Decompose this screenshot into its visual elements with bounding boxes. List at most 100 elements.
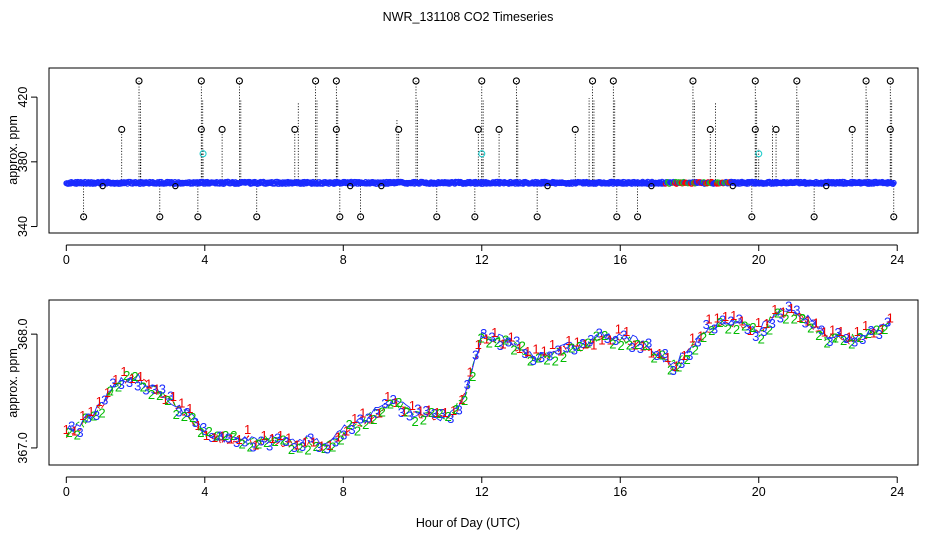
series-3-marker: 3	[184, 405, 191, 420]
series-2-marker: 2	[807, 321, 814, 336]
series-1-marker: 1	[705, 312, 712, 327]
series-1-marker: 1	[639, 339, 646, 354]
series-1-marker: 1	[450, 403, 457, 418]
series-2-marker: 2	[74, 428, 81, 443]
top-y-axis-label: approx. ppm	[6, 115, 20, 184]
series-1-marker: 1	[508, 330, 515, 345]
series-2-marker: 2	[609, 337, 616, 352]
series-1-marker: 1	[227, 432, 234, 447]
series-3-marker: 3	[859, 332, 866, 347]
series-1-marker: 1	[63, 422, 70, 437]
series-3-marker: 3	[208, 430, 215, 445]
series-3-marker: 3	[620, 328, 627, 343]
top-panel: 0 4 8 12 16 20 24 340 380 420	[16, 67, 919, 267]
series-3-marker: 3	[291, 440, 298, 455]
near-baseline-point	[99, 182, 106, 190]
series-3-marker: 3	[365, 410, 372, 425]
outlier-400-point	[218, 125, 226, 134]
series-2-marker: 2	[601, 328, 608, 343]
series-3-marker: 3	[109, 376, 116, 391]
top-x-tick-label: 24	[890, 253, 904, 267]
series-1-marker: 1	[120, 364, 127, 379]
series-1-marker: 1	[326, 438, 333, 453]
series-3-marker: 3	[282, 434, 289, 449]
series-2-marker: 2	[791, 311, 798, 326]
outlier-400-point	[571, 125, 579, 134]
series-3-marker: 3	[736, 312, 743, 327]
top-x-tick-label: 20	[752, 253, 766, 267]
series-2-marker: 2	[271, 434, 278, 449]
series-3-marker: 3	[464, 377, 471, 392]
series-2-marker: 2	[214, 429, 221, 444]
series-2-marker: 2	[173, 407, 180, 422]
series-1-marker: 1	[714, 310, 721, 325]
low-outlier-point	[810, 213, 818, 221]
series-2-marker: 2	[156, 388, 163, 403]
series-3-marker: 3	[134, 378, 141, 393]
series-2-marker: 2	[148, 387, 155, 402]
series-1-marker: 1	[623, 324, 630, 339]
series-2-marker: 2	[131, 369, 138, 384]
high-outlier-point	[689, 77, 697, 85]
series-3-marker: 3	[266, 438, 273, 453]
series-1-marker: 1	[359, 406, 366, 421]
top-x-tick-label: 4	[201, 253, 208, 267]
series-2-marker: 2	[247, 439, 254, 454]
series-2-marker: 2	[222, 428, 229, 443]
series-1-marker: 1	[491, 325, 498, 340]
bottom-x-tick-label: 12	[475, 485, 489, 499]
series-3-marker: 3	[826, 334, 833, 349]
series-1-marker: 1	[804, 314, 811, 329]
series-2-marker: 2	[444, 409, 451, 424]
series-1-marker: 1	[631, 338, 638, 353]
series-3-marker: 3	[68, 419, 75, 434]
near-baseline-point	[347, 182, 354, 190]
series-3-marker: 3	[777, 310, 784, 325]
series-1-marker: 1	[400, 404, 407, 419]
series-1-marker: 1	[351, 411, 358, 426]
outlier-400-point	[751, 125, 759, 134]
outlier-400-point	[772, 125, 780, 134]
series-3-marker: 3	[645, 335, 652, 350]
series-3-marker: 3	[521, 346, 528, 361]
series-2-marker: 2	[486, 336, 493, 351]
series-3-marker: 3	[431, 406, 438, 421]
series-3-marker: 3	[612, 333, 619, 348]
low-outlier-point	[336, 213, 344, 221]
series-1-marker: 1	[598, 333, 605, 348]
near-baseline-point	[823, 182, 830, 190]
series-3-marker: 3	[661, 346, 668, 361]
series-3-marker: 3	[315, 440, 322, 455]
top-x-tick-label: 12	[475, 253, 489, 267]
series-3-marker: 3	[488, 329, 495, 344]
series-3-marker: 3	[530, 353, 537, 368]
series-1-marker: 1	[730, 308, 737, 323]
cyan-point	[755, 150, 763, 158]
series-2-marker: 2	[675, 360, 682, 375]
outlier-400-point	[118, 125, 126, 134]
low-outlier-point	[890, 213, 898, 221]
series-1-marker: 1	[854, 324, 861, 339]
series-3-marker: 3	[497, 338, 504, 353]
series-1-marker: 1	[615, 322, 622, 337]
series-3-marker: 3	[678, 356, 685, 371]
series-2-marker: 2	[115, 380, 122, 395]
series-1-marker: 1	[771, 302, 778, 317]
series-3-marker: 3	[118, 377, 125, 392]
series-2-marker: 2	[370, 412, 377, 427]
series-2-marker: 2	[766, 323, 773, 338]
series-1-marker: 1	[178, 396, 185, 411]
series-2-marker: 2	[255, 436, 262, 451]
high-outlier-point	[135, 77, 143, 85]
series-2-marker: 2	[395, 395, 402, 410]
series-1-marker: 1	[483, 332, 490, 347]
series-2-marker: 2	[749, 320, 756, 335]
outlier-400-point	[474, 125, 482, 134]
series-2-marker: 2	[774, 306, 781, 321]
near-baseline-point	[729, 182, 736, 190]
series-1-marker: 1	[829, 323, 836, 338]
series-1-marker: 1	[656, 346, 663, 361]
series-2-marker: 2	[576, 339, 583, 354]
high-outlier-point	[412, 77, 420, 85]
near-baseline-point	[648, 182, 655, 190]
